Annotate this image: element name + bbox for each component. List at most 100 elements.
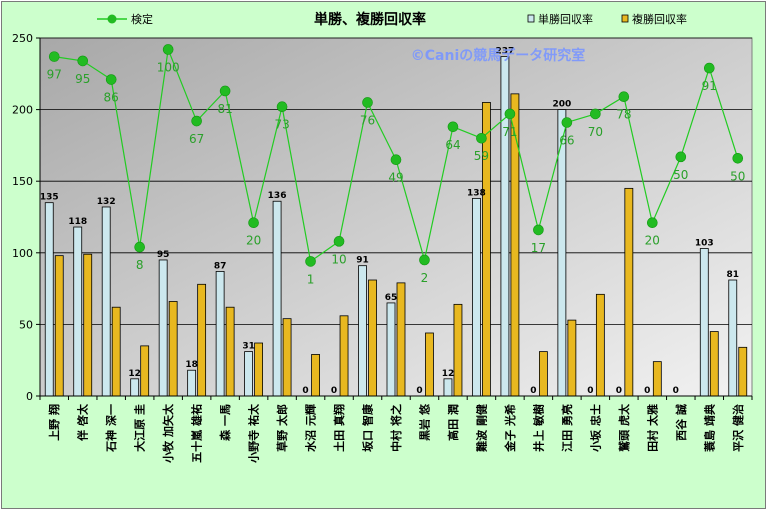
bar-tansho xyxy=(215,271,225,397)
data-label-tansho: 95 xyxy=(157,250,170,260)
x-tick-label: 平沢 健治 xyxy=(731,404,745,452)
bar-fukusho xyxy=(83,253,93,397)
legend-label-fukusho: 複勝回収率 xyxy=(632,12,687,26)
data-label-tansho: 0 xyxy=(331,386,337,396)
data-label-kentei: 73 xyxy=(274,118,289,132)
data-label-tansho: 136 xyxy=(268,191,287,201)
bar-fukusho xyxy=(482,102,491,397)
data-label-tansho: 200 xyxy=(552,100,571,110)
x-tick-label: 森 一馬 xyxy=(218,404,232,441)
bar-fukusho xyxy=(709,331,719,397)
data-label-kentei: 50 xyxy=(730,169,745,183)
series-kentei-line: 97 95 86 8 100 67 81 20 73 1 10 76 49 2 64 59 71 17 66 70 78… xyxy=(47,44,745,286)
data-label-tansho: 132 xyxy=(97,197,116,207)
bar-fukusho xyxy=(425,332,434,397)
legend-swatch-tansho xyxy=(527,14,535,23)
x-axis: 上野 翔 伴 啓太 石神 深一 大江原 圭小牧 加矢太 五十嵐 雄祐森 一馬 小野寺 祐太… xyxy=(39,395,753,464)
data-label-kentei: 100 xyxy=(157,60,180,74)
data-label-kentei: 78 xyxy=(616,108,631,122)
watermark-text: ©Caniの競馬データ研究室 xyxy=(411,47,586,64)
point-kentei xyxy=(105,74,117,85)
point-kentei xyxy=(419,254,430,266)
bar-fukusho xyxy=(140,345,150,397)
point-kentei xyxy=(618,91,630,103)
data-label-tansho: 237 xyxy=(496,47,515,57)
data-label-tansho: 65 xyxy=(385,293,398,303)
x-tick-label: 土田 真翔 xyxy=(332,404,346,452)
plot-area xyxy=(39,37,753,397)
point-kentei xyxy=(248,217,259,229)
x-tick-label: 西谷 誠 xyxy=(674,404,688,441)
data-label-kentei: 10 xyxy=(331,252,346,266)
x-tick-label: 草野 太郎 xyxy=(275,404,289,452)
data-label-kentei: 86 xyxy=(104,91,119,105)
point-kentei xyxy=(647,217,658,229)
y-tick-label: 250 xyxy=(12,32,33,45)
bar-fukusho xyxy=(311,354,320,397)
data-label-kentei: 71 xyxy=(502,125,517,139)
legend-item-tansho: 単勝回収率 xyxy=(527,12,593,26)
bar-tansho xyxy=(728,279,738,397)
legend-label-tansho: 単勝回収率 xyxy=(538,12,593,26)
x-tick-label: 井上 敏樹 xyxy=(531,404,545,452)
bar-fukusho xyxy=(168,301,178,397)
data-label-kentei: 20 xyxy=(645,234,660,248)
data-label-tansho: 0 xyxy=(302,386,308,396)
x-tick-label: 坂口 智康 xyxy=(361,403,375,452)
point-kentei xyxy=(219,85,231,97)
x-tick-label: 江田 勇亮 xyxy=(560,404,574,452)
bar-fukusho xyxy=(282,318,292,397)
point-kentei xyxy=(48,51,60,62)
bar-tansho xyxy=(244,351,254,397)
data-label-tansho: 0 xyxy=(530,386,536,396)
y-axis: 0 50 100 150 200 250 xyxy=(12,32,41,403)
data-label-tansho: 12 xyxy=(128,369,141,379)
data-label-tansho: 0 xyxy=(616,386,622,396)
data-label-kentei: 91 xyxy=(702,79,717,93)
y-tick-label: 100 xyxy=(12,247,33,260)
point-kentei xyxy=(703,62,715,74)
x-tick-label: 石神 深一 xyxy=(104,404,118,453)
data-label-kentei: 76 xyxy=(360,113,375,127)
bar-fukusho xyxy=(225,306,235,397)
data-label-tansho: 31 xyxy=(242,342,255,352)
y-tick-label: 0 xyxy=(26,390,33,403)
legend-swatch-fukusho xyxy=(621,14,629,23)
point-kentei xyxy=(276,101,288,113)
y-tick-label: 50 xyxy=(19,318,33,331)
point-kentei xyxy=(162,44,174,55)
data-label-kentei: 97 xyxy=(47,68,62,82)
data-label-tansho: 0 xyxy=(673,386,679,396)
data-label-tansho: 138 xyxy=(467,188,486,198)
point-kentei xyxy=(362,97,373,108)
point-kentei xyxy=(390,154,402,166)
bar-tansho xyxy=(130,378,140,397)
bar-fukusho xyxy=(111,306,121,397)
bar-tansho xyxy=(386,302,396,397)
x-tick-label: 金子 光希 xyxy=(503,404,517,453)
data-label-kentei: 67 xyxy=(189,132,204,146)
data-label-kentei: 59 xyxy=(474,149,489,163)
bar-tansho xyxy=(443,378,453,397)
data-label-kentei: 70 xyxy=(588,125,603,139)
x-tick-label: 水沼 元輝 xyxy=(304,404,318,452)
legend-item-fukusho: 複勝回収率 xyxy=(621,12,687,26)
data-label-tansho: 135 xyxy=(40,193,59,203)
point-kentei xyxy=(533,224,544,236)
bar-tansho xyxy=(73,226,83,397)
x-tick-label: 上野 翔 xyxy=(47,404,61,441)
data-label-tansho: 118 xyxy=(68,217,87,227)
x-tick-label: 伴 啓太 xyxy=(76,403,90,442)
data-label-kentei: 81 xyxy=(217,102,232,116)
x-tick-label: 田村 太雅 xyxy=(645,404,659,452)
gridlines xyxy=(40,37,752,325)
data-label-kentei: 66 xyxy=(559,133,574,147)
bar-tansho xyxy=(500,56,510,397)
x-tick-label: 小坂 忠士 xyxy=(588,404,602,453)
bar-fukusho xyxy=(368,279,377,397)
data-label-tansho: 0 xyxy=(416,386,422,396)
bar-fukusho xyxy=(624,187,634,397)
data-label-kentei: 50 xyxy=(673,168,688,182)
